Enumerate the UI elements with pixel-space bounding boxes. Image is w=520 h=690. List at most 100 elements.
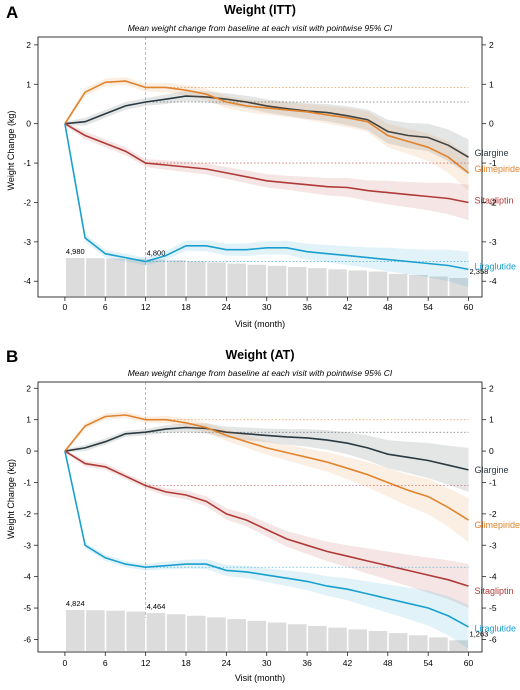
y-tick-label: -4	[23, 572, 31, 582]
ci-band-liraglutide	[64, 121, 469, 288]
series-label-glimepiride: Glimepiride	[475, 164, 520, 174]
y-tick-label-right: 1	[489, 79, 494, 89]
panel-b: B Weight (AT) Mean weight change from base…	[6, 347, 520, 683]
y-tick-label-right: 1	[489, 415, 494, 425]
y-tick-label-right: -1	[489, 477, 497, 487]
x-tick-label: 18	[181, 658, 191, 668]
n-bar	[65, 610, 85, 651]
series-line-glimepiride	[64, 414, 469, 521]
x-tick-label: 0	[63, 658, 68, 668]
n-bar	[429, 276, 448, 296]
n-bar	[166, 614, 186, 651]
y-tick-label: -1	[23, 477, 31, 487]
x-tick-label: 24	[222, 302, 232, 312]
n-bar	[126, 258, 146, 296]
n-bar	[267, 265, 287, 296]
n-bar	[267, 622, 287, 651]
ci-band-sitagliptin	[64, 121, 469, 221]
series-label-liraglutide: Liraglutide	[475, 623, 517, 633]
chart-title: Weight (AT)	[226, 348, 295, 362]
series-line-sitagliptin	[64, 123, 469, 204]
n-bar	[227, 263, 246, 296]
n-bar	[65, 258, 85, 296]
plot-frame	[37, 36, 483, 298]
ci-band-glimepiride	[64, 77, 469, 191]
n-label: 4,824	[66, 599, 85, 608]
x-tick-label: 24	[222, 658, 232, 668]
n-bar	[146, 259, 166, 296]
x-axis-label: Visit (month)	[235, 673, 285, 683]
y-tick-label-right: 0	[489, 446, 494, 456]
y-tick-label: -2	[23, 509, 31, 519]
n-bar	[449, 278, 468, 296]
y-tick-label: 0	[26, 446, 31, 456]
y-tick-label-right: -1	[489, 158, 497, 168]
ci-band-glargine	[64, 423, 469, 492]
n-bar	[368, 271, 388, 296]
y-axis-label: Weight Change (kg)	[6, 459, 16, 539]
n-label: 4,800	[147, 248, 166, 257]
x-tick-label: 60	[464, 302, 474, 312]
chart-title: Weight (ITT)	[224, 3, 296, 17]
y-tick-label: -3	[23, 540, 31, 550]
n-bar	[187, 261, 206, 296]
n-bar	[287, 267, 307, 296]
x-tick-label: 42	[343, 302, 353, 312]
x-tick-label: 12	[141, 658, 151, 668]
n-label: 4,980	[66, 247, 85, 256]
x-tick-label: 60	[464, 658, 474, 668]
y-tick-label: -4	[23, 276, 31, 286]
n-bar	[207, 262, 226, 296]
n-bar	[106, 610, 125, 651]
y-tick-label-right: -2	[489, 197, 497, 207]
x-tick-label: 12	[141, 302, 151, 312]
n-bar	[187, 615, 206, 651]
y-tick-label-right: -4	[489, 572, 497, 582]
n-bar	[348, 270, 368, 296]
n-bar	[388, 273, 408, 296]
n-bar	[166, 260, 186, 296]
n-label: 1,263	[470, 629, 489, 638]
series-label-sitagliptin: Sitagliptin	[475, 586, 514, 596]
x-tick-label: 30	[262, 302, 272, 312]
n-bar	[247, 620, 267, 651]
x-tick-label: 0	[63, 302, 68, 312]
n-bar	[227, 619, 246, 651]
series-line-liraglutide	[64, 450, 469, 628]
n-bar	[449, 640, 468, 651]
panel-letter: A	[6, 3, 18, 22]
x-tick-label: 48	[383, 302, 393, 312]
chart-subtitle: Mean weight change from baseline at each…	[128, 23, 393, 33]
n-bar	[388, 633, 408, 651]
y-tick-label: 0	[26, 119, 31, 129]
n-bar	[308, 625, 327, 651]
y-tick-label-right: 2	[489, 383, 494, 393]
panel-letter: B	[6, 347, 18, 366]
n-bar	[328, 627, 347, 651]
n-label: 4,464	[147, 602, 166, 611]
panel-a: A Weight (ITT) Mean weight change from bas…	[6, 3, 520, 329]
series-line-sitagliptin	[64, 450, 469, 587]
series-line-liraglutide	[64, 123, 469, 271]
x-tick-label: 48	[383, 658, 393, 668]
n-bar	[328, 269, 347, 296]
n-bar	[348, 629, 368, 651]
series-label-glargine: Glargine	[475, 148, 509, 158]
y-axis-label: Weight Change (kg)	[6, 111, 16, 191]
x-tick-label: 42	[343, 658, 353, 668]
n-bar	[86, 258, 105, 296]
y-tick-label: 1	[26, 79, 31, 89]
series-line-glargine	[64, 95, 469, 158]
y-tick-label-right: -3	[489, 540, 497, 550]
y-tick-label-right: -2	[489, 509, 497, 519]
series-label-sitagliptin: Sitagliptin	[475, 195, 514, 205]
y-tick-label-right: 2	[489, 40, 494, 50]
n-bar	[409, 275, 428, 296]
ci-band-glargine	[64, 91, 469, 175]
chart-subtitle: Mean weight change from baseline at each…	[128, 368, 393, 378]
y-tick-label-right: -4	[489, 276, 497, 286]
n-bar	[409, 635, 428, 651]
n-label: 2,358	[470, 267, 489, 276]
series-label-liraglutide: Liraglutide	[475, 261, 517, 271]
